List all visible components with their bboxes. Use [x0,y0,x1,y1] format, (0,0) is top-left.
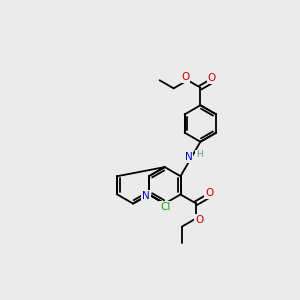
Text: O: O [208,73,216,83]
Text: O: O [195,215,203,225]
Text: O: O [181,72,189,82]
Text: N: N [142,191,150,201]
Text: N: N [184,152,192,162]
Text: O: O [205,188,213,198]
Text: H: H [196,150,202,159]
Text: Cl: Cl [160,202,171,212]
